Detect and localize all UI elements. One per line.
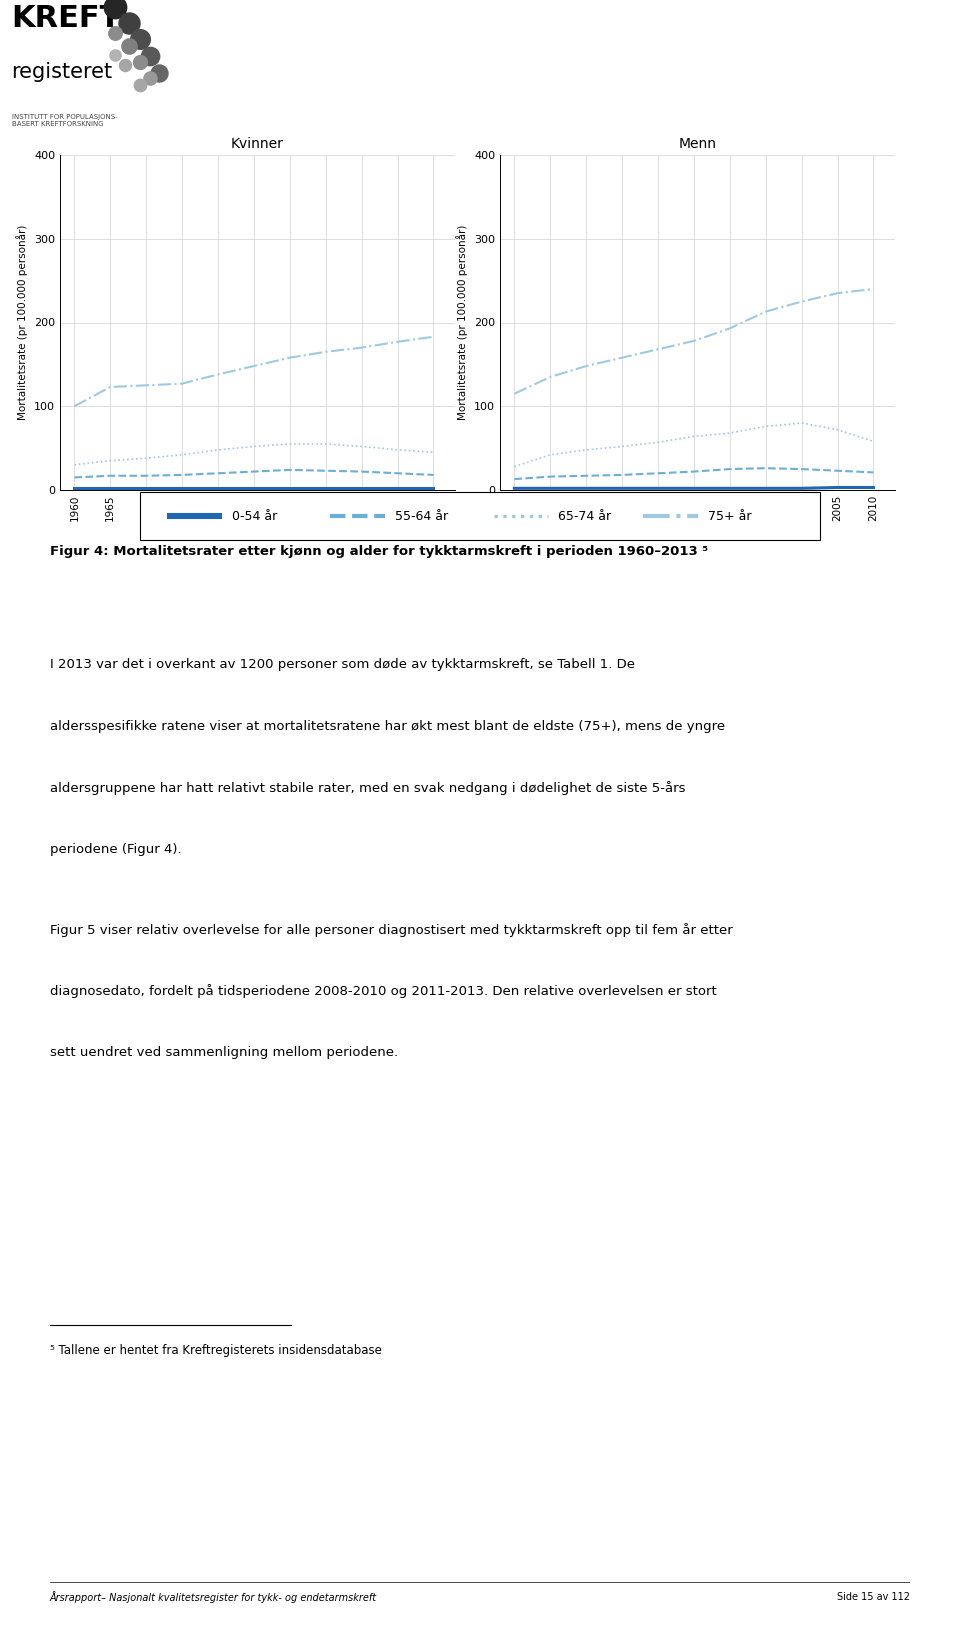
- Point: [108, 42, 123, 68]
- FancyBboxPatch shape: [140, 491, 820, 540]
- Text: ⁵ Tallene er hentet fra Kreftregisterets insidensdatabase: ⁵ Tallene er hentet fra Kreftregisterets…: [50, 1344, 382, 1357]
- Text: Figur 4: Mortalitetsrater etter kjønn og alder for tykktarmskreft i perioden 196: Figur 4: Mortalitetsrater etter kjønn og…: [50, 545, 708, 558]
- Point: [152, 60, 167, 86]
- Text: 55-64 år: 55-64 år: [395, 509, 448, 522]
- Point: [121, 10, 136, 36]
- Point: [132, 72, 148, 98]
- Point: [108, 20, 123, 46]
- Text: Figur 5 viser relativ overlevelse for alle personer diagnostisert med tykktarmsk: Figur 5 viser relativ overlevelse for al…: [50, 923, 732, 937]
- Text: INSTITUTT FOR POPULASJONS-
BASERT KREFTFORSKNING: INSTITUTT FOR POPULASJONS- BASERT KREFTF…: [12, 114, 117, 127]
- Text: diagnosedato, fordelt på tidsperiodene 2008-2010 og 2011-2013. Den relative over: diagnosedato, fordelt på tidsperiodene 2…: [50, 984, 717, 999]
- Text: Årsrapport– Nasjonalt kvalitetsregister for tykk- og endetarmskreft: Årsrapport– Nasjonalt kvalitetsregister …: [50, 1591, 377, 1603]
- Text: KREFT: KREFT: [12, 3, 121, 33]
- Text: 65-74 år: 65-74 år: [558, 509, 612, 522]
- Text: sett uendret ved sammenligning mellom periodene.: sett uendret ved sammenligning mellom pe…: [50, 1046, 398, 1059]
- Point: [132, 49, 148, 75]
- Text: I 2013 var det i overkant av 1200 personer som døde av tykktarmskreft, se Tabell: I 2013 var det i overkant av 1200 person…: [50, 659, 635, 672]
- Text: periodene (Figur 4).: periodene (Figur 4).: [50, 843, 181, 856]
- Y-axis label: Mortalitetsrate (pr 100.000 personår): Mortalitetsrate (pr 100.000 personår): [16, 225, 29, 420]
- Point: [142, 65, 157, 91]
- Point: [117, 52, 132, 78]
- Text: registeret: registeret: [12, 62, 112, 83]
- Point: [132, 26, 148, 52]
- Text: Side 15 av 112: Side 15 av 112: [837, 1593, 910, 1603]
- Text: aldersspesifikke ratene viser at mortalitetsratene har økt mest blant de eldste : aldersspesifikke ratene viser at mortali…: [50, 719, 725, 732]
- Text: 0-54 år: 0-54 år: [231, 509, 277, 522]
- Title: Kvinner: Kvinner: [231, 137, 284, 151]
- Point: [142, 42, 157, 68]
- Text: 75+ år: 75+ år: [708, 509, 752, 522]
- Title: Menn: Menn: [679, 137, 716, 151]
- Y-axis label: Mortalitetsrate (pr 100.000 personår): Mortalitetsrate (pr 100.000 personår): [457, 225, 468, 420]
- Point: [108, 0, 123, 20]
- Point: [121, 33, 136, 59]
- Text: aldersgruppene har hatt relativt stabile rater, med en svak nedgang i dødelighet: aldersgruppene har hatt relativt stabile…: [50, 781, 685, 796]
